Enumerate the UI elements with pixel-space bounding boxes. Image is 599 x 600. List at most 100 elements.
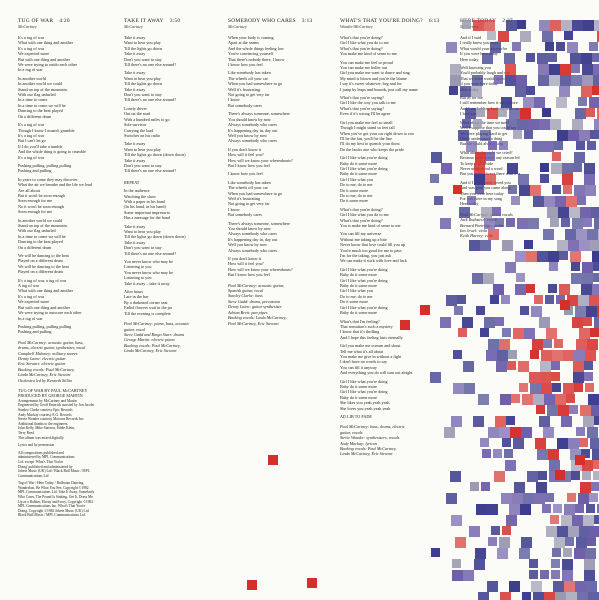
mosaic-tile xyxy=(549,262,558,271)
mosaic-tile xyxy=(564,581,575,592)
text-line: Take it away xyxy=(124,223,146,229)
text-line: On a different drum xyxy=(18,113,52,119)
text-line: When you had somewhere to go xyxy=(228,190,283,196)
text-line: Not going to get very far xyxy=(228,92,270,98)
mosaic-tile xyxy=(526,86,535,95)
text-line: Linda McCartney, Eric Stewart xyxy=(340,451,393,457)
mosaic-tile xyxy=(539,416,550,427)
text-line: Do to me, do to me xyxy=(340,192,373,198)
mosaic-tile xyxy=(539,119,550,130)
mosaic-tile xyxy=(563,548,572,557)
mosaic-tile xyxy=(543,229,554,240)
text-line: What with one thing and another xyxy=(18,40,74,46)
text-line: Are all about xyxy=(18,187,40,193)
text-line: Stand on top of the mountain xyxy=(18,86,67,92)
mosaic-tile xyxy=(553,581,564,592)
text-line: Eric Stewart: electric guitar xyxy=(18,361,66,367)
mosaic-tile xyxy=(526,251,537,262)
text-line: Girl I like what you're doing xyxy=(340,389,388,395)
mosaic-tile xyxy=(592,449,599,460)
mosaic-tile xyxy=(556,42,565,51)
text-line: This album was mixed digitally. xyxy=(18,435,65,440)
mosaic-tile xyxy=(572,20,583,31)
text-line: Well it's frustrating xyxy=(228,195,261,201)
mosaic-tile xyxy=(585,383,594,392)
mosaic-tile xyxy=(585,185,596,196)
text-line: It's a tug of war xyxy=(18,35,45,40)
text-line: You're much too good for me to pass xyxy=(340,247,402,253)
text-line: I don't have no words to say xyxy=(340,359,388,365)
text-line: And the whole things feeling low xyxy=(228,45,284,51)
text-line: But somebody cares xyxy=(228,102,262,108)
text-line: Take it away xyxy=(124,35,146,40)
text-line: Adrian Brett: pan pipes xyxy=(228,309,268,315)
mosaic-tile xyxy=(555,196,566,207)
text-line: I still remember how it was before xyxy=(460,100,518,106)
text-line: In a time to come xyxy=(18,97,48,103)
text-line: Do to me, do to me xyxy=(340,293,373,299)
text-line: Stevie Wonder courtesy Motown Records In… xyxy=(18,417,85,422)
text-line: For you were in my song xyxy=(460,195,502,201)
mosaic-tile xyxy=(576,141,585,150)
lyrics-body: When your body is coming Apart at the sea… xyxy=(228,35,328,278)
text-line: Spanish guitar, vocal xyxy=(228,288,264,294)
text-line: But we could always sing xyxy=(460,141,504,147)
text-line: Till the evening is complete xyxy=(124,310,171,316)
musician-credits: Paul McCartney: bass, drums, electric gui… xyxy=(340,424,444,456)
mosaic-tile xyxy=(584,163,595,174)
mosaic-tile xyxy=(561,20,572,31)
text-line: Take it away xyxy=(124,157,146,163)
mosaic-tile xyxy=(580,405,591,416)
text-line: Till the lights go down (down down) xyxy=(124,152,186,158)
text-line: MPL Communications Inc. What's That You'… xyxy=(18,504,86,509)
text-line: Take it away xyxy=(124,70,146,76)
mosaic-tile xyxy=(523,97,534,108)
text-line: I say it's sweet whatever, beg and for xyxy=(340,81,402,87)
mosaic-tile xyxy=(540,163,549,172)
mosaic-tile xyxy=(594,218,599,229)
mosaic-tile xyxy=(576,229,587,240)
mosaic-tile xyxy=(567,295,578,306)
text-line: But you were always there with a smile xyxy=(460,171,520,177)
mosaic-tile xyxy=(536,405,545,414)
text-line: Paul McCartney: bass, drums, electric xyxy=(340,424,405,430)
mosaic-tile xyxy=(575,306,586,317)
text-line: You is make me kind of sense to me xyxy=(340,223,401,228)
text-line: Girl I like what you do to me xyxy=(340,212,389,218)
mosaic-tile xyxy=(576,339,587,350)
text-line: And I hope this feeling lasts eternally xyxy=(340,334,403,340)
text-line: Listening to you xyxy=(124,275,152,281)
mosaic-tile xyxy=(531,581,542,592)
mosaic-tile xyxy=(539,20,550,31)
mosaic-tile xyxy=(571,75,582,86)
text-line: I'll do my best to quench your thirst xyxy=(340,141,400,147)
mosaic-tile xyxy=(556,97,567,108)
lyrics-body: It's a tug of war What with one thing and… xyxy=(18,35,114,335)
mosaic-tile xyxy=(548,251,559,262)
mosaic-tile xyxy=(573,372,584,383)
text-line: Take it away xyxy=(124,239,146,245)
mosaic-tile xyxy=(571,471,580,480)
text-line: Here today xyxy=(460,56,479,62)
mosaic-tile xyxy=(551,361,560,370)
text-line: Girl I like what you xyxy=(340,176,374,182)
mosaic-tile-red xyxy=(555,470,565,480)
text-line: But somebody cares xyxy=(228,212,262,218)
text-line: You never know who may be xyxy=(124,269,174,275)
text-line: We were trying to outdo each other xyxy=(18,62,77,68)
mosaic-tile xyxy=(576,537,587,548)
text-line: Girl I like what you're doing xyxy=(340,165,388,171)
mosaic-tile xyxy=(590,240,599,251)
text-line: Stanley Clarke: bass xyxy=(228,293,263,299)
text-line: Denny Laine: electric guitar xyxy=(18,355,66,361)
text-line: Till the lights go down xyxy=(124,45,163,51)
mosaic-tile xyxy=(571,64,580,73)
text-line: But it won't be soon enough xyxy=(18,192,65,198)
text-line: What's that you're saying? xyxy=(340,105,384,111)
text-line: Well I suppose that you could say xyxy=(460,125,517,131)
mosaic-tile xyxy=(534,97,545,108)
mosaic-tile xyxy=(592,251,599,262)
text-line: Girl I like what you do to me xyxy=(340,40,389,46)
mosaic-tile xyxy=(544,196,555,207)
mosaic-tile xyxy=(547,405,558,416)
